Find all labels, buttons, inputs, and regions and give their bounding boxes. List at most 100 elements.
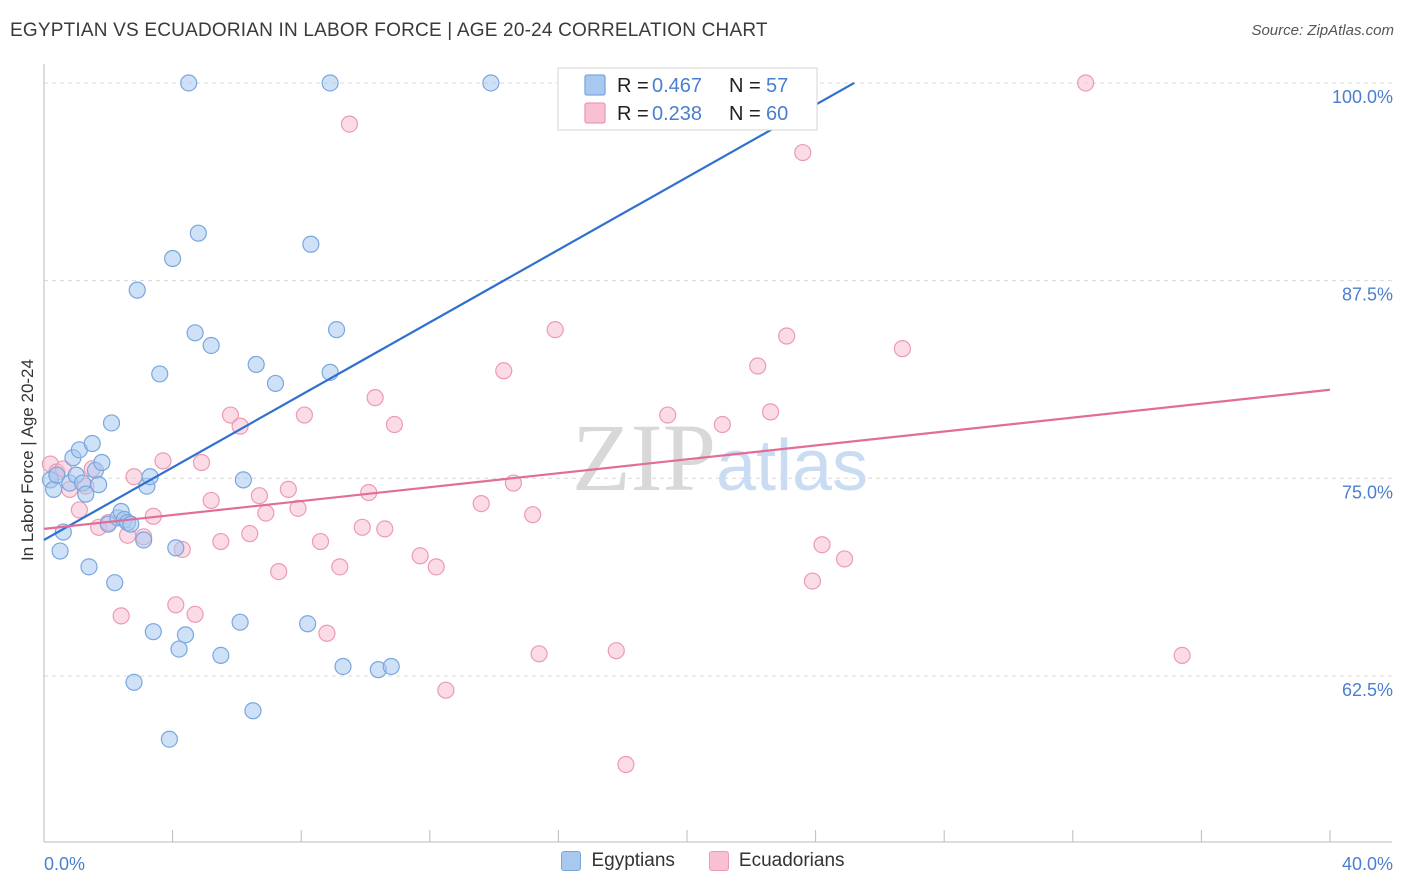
ecuadorian-point[interactable] bbox=[546, 321, 564, 339]
egyptians-swatch bbox=[561, 851, 582, 871]
egyptian-point[interactable] bbox=[334, 657, 352, 676]
ecuadorian-point[interactable] bbox=[749, 357, 767, 375]
ecuadorian-point[interactable] bbox=[607, 642, 625, 660]
ecuadorian-point[interactable] bbox=[835, 550, 854, 568]
stats-legend-swatch bbox=[584, 74, 606, 96]
ecuadorian-point[interactable] bbox=[659, 406, 677, 424]
egyptian-point[interactable] bbox=[244, 702, 262, 720]
egyptian-point[interactable] bbox=[234, 471, 252, 489]
egyptian-point[interactable] bbox=[48, 466, 66, 484]
ecuadorian-point[interactable] bbox=[794, 143, 812, 162]
ecuadorian-point[interactable] bbox=[472, 495, 490, 513]
egyptian-point[interactable] bbox=[327, 321, 346, 339]
watermark: ZIPatlas bbox=[572, 404, 868, 511]
ecuadorian-point[interactable] bbox=[524, 506, 542, 524]
ecuadorian-point[interactable] bbox=[437, 681, 455, 699]
egyptian-point[interactable] bbox=[45, 480, 63, 498]
ecuadorian-point[interactable] bbox=[495, 362, 513, 380]
chart-title: EGYPTIAN VS ECUADORIAN IN LABOR FORCE | … bbox=[10, 20, 768, 41]
n-label: N = bbox=[729, 103, 761, 125]
egyptian-point[interactable] bbox=[151, 365, 169, 383]
egyptian-point[interactable] bbox=[266, 374, 285, 393]
egyptian-point[interactable] bbox=[125, 673, 143, 691]
ecuadorian-point[interactable] bbox=[154, 452, 172, 470]
ecuadorian-point[interactable] bbox=[427, 558, 445, 576]
egyptian-point[interactable] bbox=[202, 336, 220, 355]
ecuadorian-point[interactable] bbox=[270, 562, 288, 581]
egyptian-point[interactable] bbox=[482, 74, 500, 92]
ecuadorian-point[interactable] bbox=[803, 572, 821, 590]
ecuadorian-point[interactable] bbox=[813, 536, 831, 554]
ecuadorians-swatch bbox=[708, 851, 729, 871]
egyptian-point[interactable] bbox=[93, 453, 111, 472]
egyptian-point[interactable] bbox=[90, 476, 108, 494]
egyptian-point[interactable] bbox=[170, 640, 188, 658]
legend-item-egyptians[interactable]: Egyptians bbox=[561, 850, 675, 872]
egyptian-point[interactable] bbox=[135, 531, 153, 549]
egyptian-point[interactable] bbox=[80, 558, 98, 576]
ecuadorian-point[interactable] bbox=[311, 532, 330, 551]
egyptian-point[interactable] bbox=[167, 539, 185, 557]
ecuadorian-point[interactable] bbox=[221, 406, 240, 424]
egyptian-point[interactable] bbox=[77, 485, 95, 503]
ecuadorian-point[interactable] bbox=[257, 504, 275, 522]
egyptian-point[interactable] bbox=[83, 434, 101, 453]
ecuadorian-point[interactable] bbox=[778, 327, 796, 345]
ecuadorian-point[interactable] bbox=[353, 518, 371, 536]
egyptian-point[interactable] bbox=[180, 74, 198, 92]
ecuadorian-point[interactable] bbox=[385, 415, 404, 434]
ecuadorian-point[interactable] bbox=[112, 607, 130, 625]
egyptian-point[interactable] bbox=[212, 646, 230, 665]
ecuadorian-point[interactable] bbox=[1077, 74, 1095, 92]
ecuadorian-point[interactable] bbox=[1173, 646, 1191, 665]
egyptian-point[interactable] bbox=[102, 414, 121, 432]
egyptian-point[interactable] bbox=[160, 730, 178, 748]
egyptian-point[interactable] bbox=[231, 613, 249, 631]
ecuadorian-point[interactable] bbox=[167, 596, 185, 614]
egyptian-point[interactable] bbox=[382, 657, 400, 676]
ecuadorian-point[interactable] bbox=[192, 453, 211, 472]
ecuadorian-point[interactable] bbox=[893, 340, 912, 358]
egyptian-point[interactable] bbox=[189, 224, 207, 242]
series-legend: Egyptians Ecuadorians bbox=[0, 850, 1406, 872]
ecuadorian-point[interactable] bbox=[279, 480, 297, 498]
watermark-zip: ZIP bbox=[572, 404, 716, 511]
ecuadorian-point[interactable] bbox=[411, 547, 429, 565]
ecuadorian-point[interactable] bbox=[318, 624, 336, 642]
egyptian-point[interactable] bbox=[186, 324, 204, 342]
ecuadorian-point[interactable] bbox=[530, 645, 548, 663]
n-label: N = bbox=[729, 75, 761, 97]
egyptian-point[interactable] bbox=[164, 249, 182, 268]
ecuadorian-point[interactable] bbox=[250, 487, 269, 505]
ecuadorian-point[interactable] bbox=[295, 406, 314, 424]
ecuadorian-point[interactable] bbox=[231, 417, 249, 435]
ecuadorian-point[interactable] bbox=[212, 532, 230, 551]
ecuadorian-point[interactable] bbox=[186, 605, 204, 623]
legend-label-egyptians: Egyptians bbox=[591, 850, 675, 871]
egyptian-point[interactable] bbox=[176, 626, 195, 644]
egyptian-point[interactable] bbox=[321, 74, 339, 92]
ecuadorian-point[interactable] bbox=[241, 525, 259, 543]
egyptian-point[interactable] bbox=[299, 615, 317, 633]
ecuadorian-point[interactable] bbox=[761, 403, 780, 421]
gridlines bbox=[44, 82, 1392, 677]
legend-item-ecuadorians[interactable]: Ecuadorians bbox=[708, 850, 845, 872]
ecuadorian-point[interactable] bbox=[376, 520, 394, 538]
ecuadorian-point[interactable] bbox=[617, 755, 635, 774]
r-label: R = bbox=[617, 75, 649, 97]
egyptian-point[interactable] bbox=[247, 355, 265, 374]
ecuadorian-point[interactable] bbox=[202, 491, 220, 510]
ecuadorian-point[interactable] bbox=[331, 558, 349, 576]
ecuadorian-point[interactable] bbox=[340, 115, 359, 133]
egyptian-point[interactable] bbox=[144, 623, 162, 641]
stats-legend-swatch bbox=[584, 102, 606, 124]
egyptians-trend-line bbox=[43, 82, 855, 541]
egyptian-point[interactable] bbox=[302, 235, 320, 253]
ecuadorian-point[interactable] bbox=[366, 389, 384, 407]
egyptian-point[interactable] bbox=[128, 281, 146, 299]
ecuadorian-point[interactable] bbox=[713, 415, 731, 434]
egyptian-point[interactable] bbox=[51, 542, 69, 560]
y-tick-label: 62.5% bbox=[1342, 680, 1393, 700]
ecuadorian-point[interactable] bbox=[70, 501, 88, 519]
egyptian-point[interactable] bbox=[106, 574, 124, 592]
